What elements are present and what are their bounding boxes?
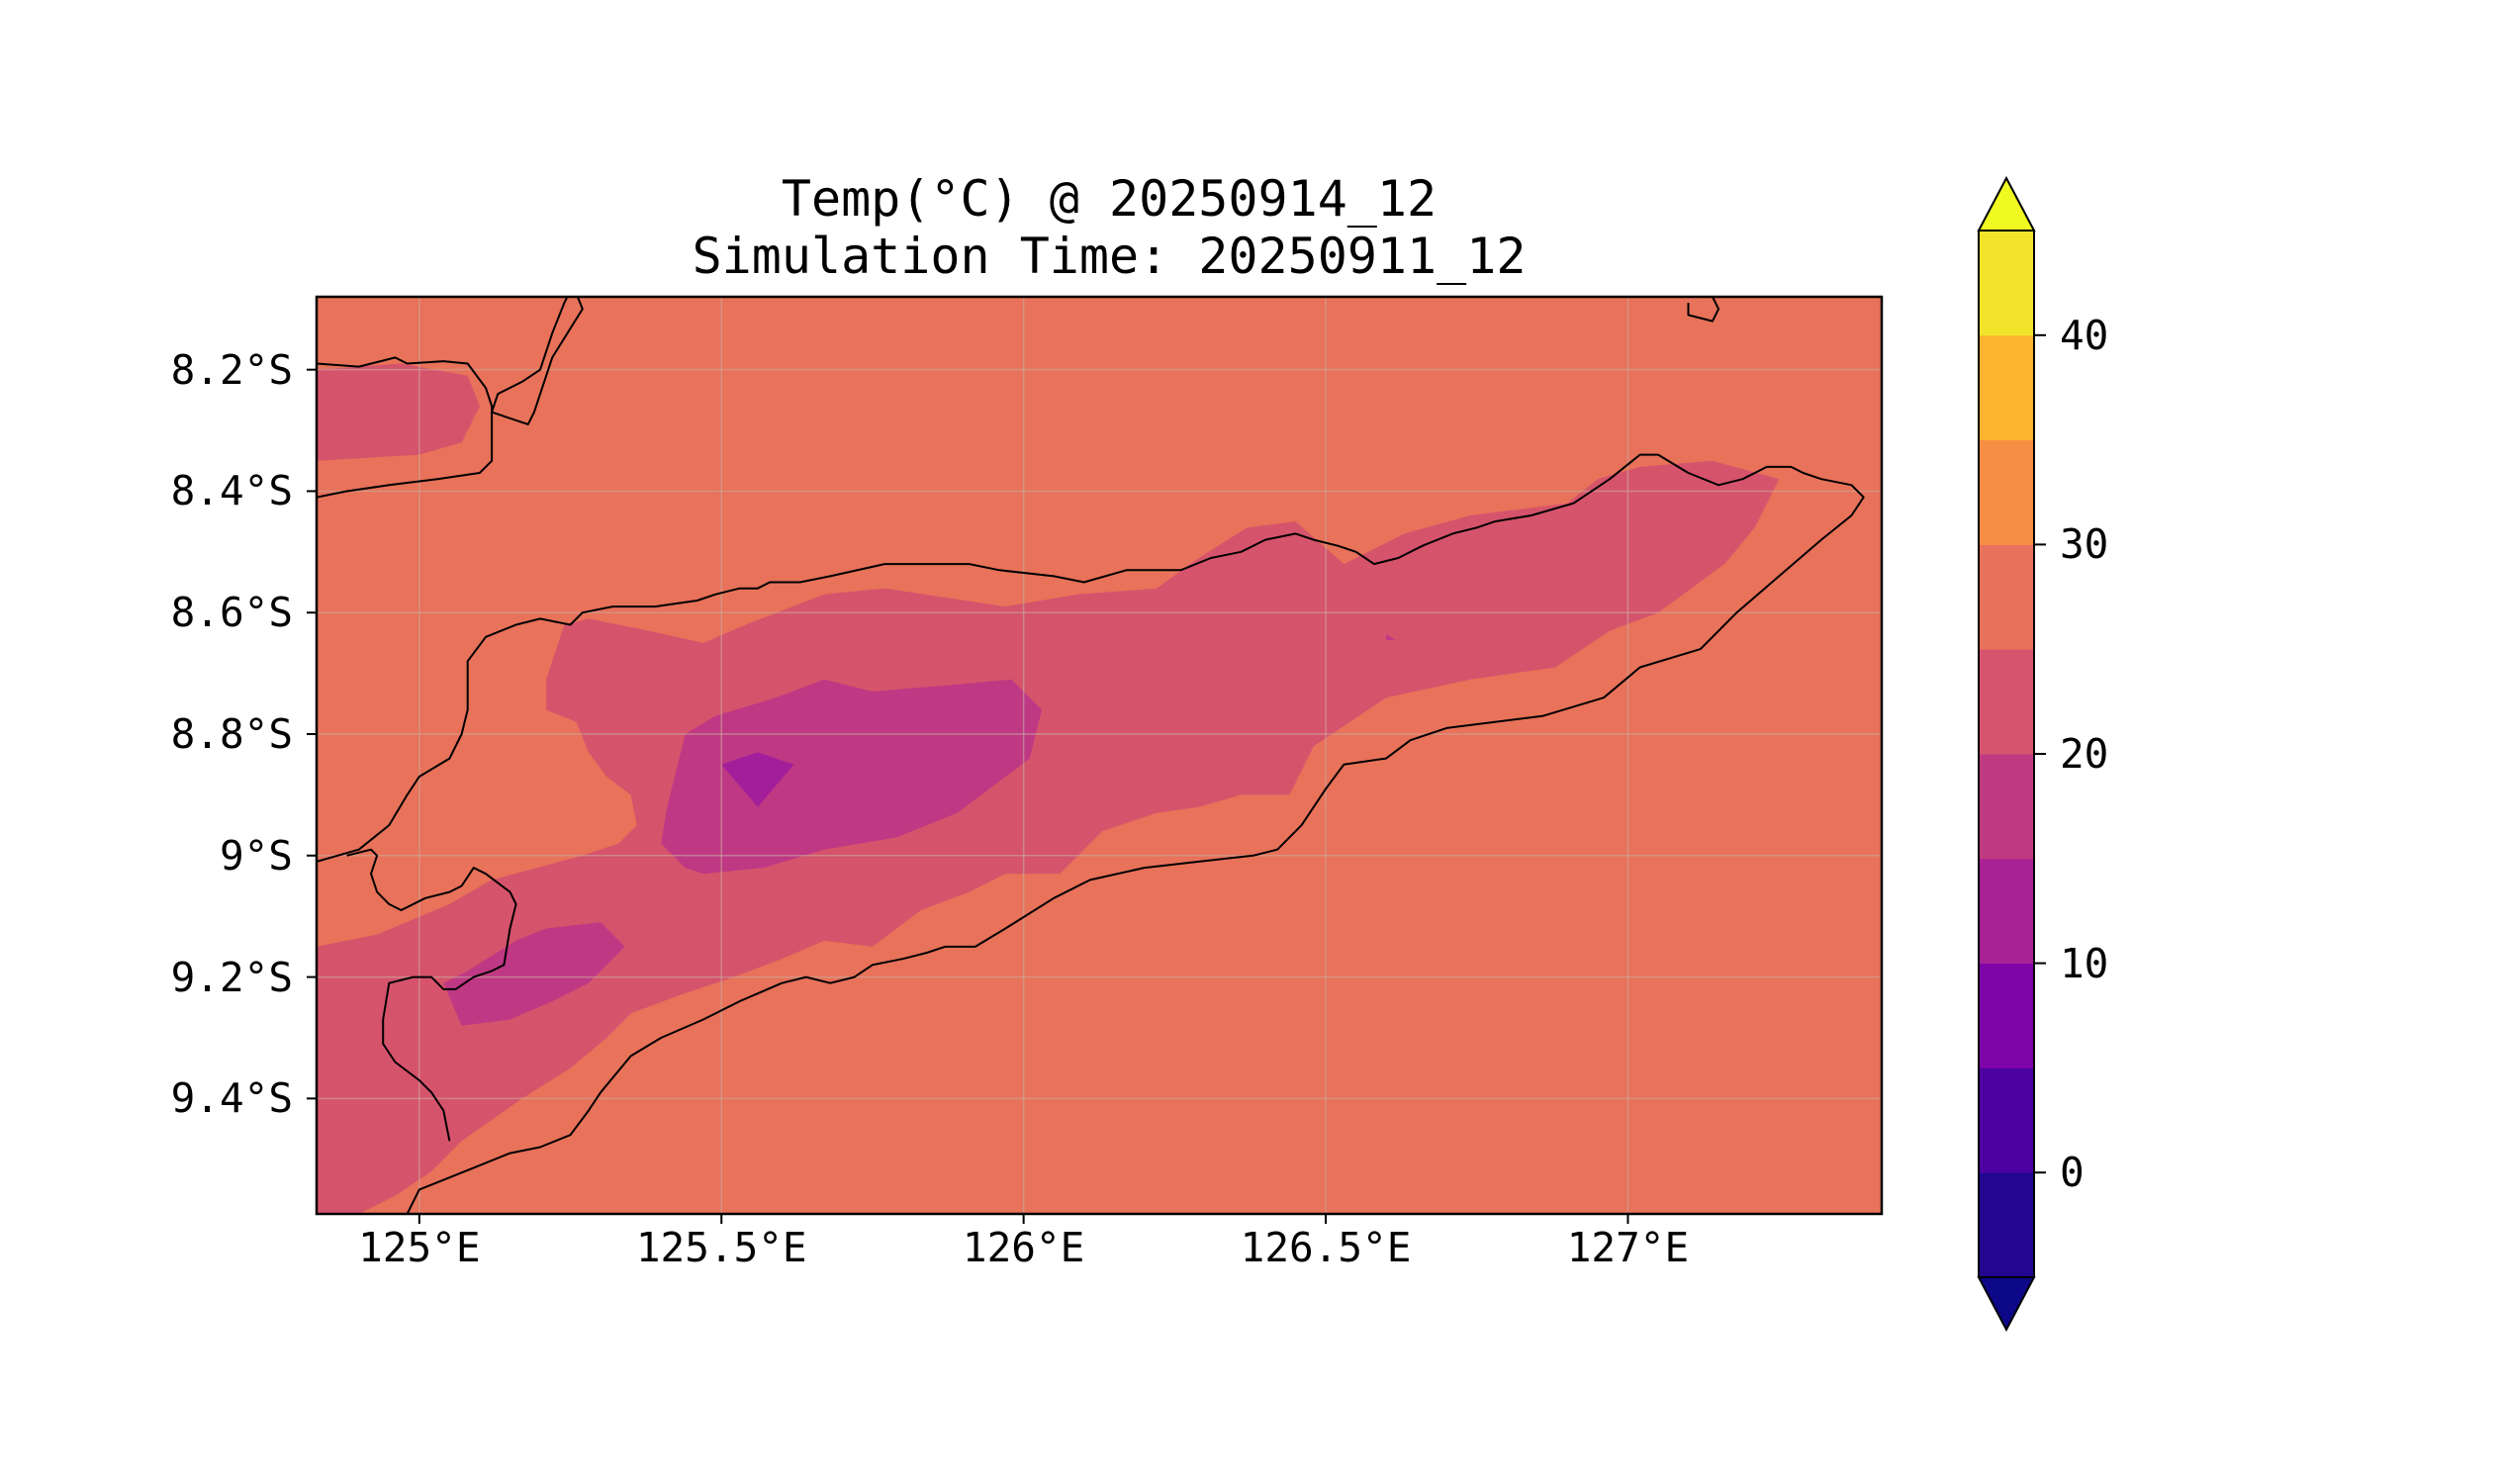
- contour-region-1: [317, 460, 1780, 1214]
- colorbar-tick-label-3: 30: [2060, 520, 2109, 569]
- colorbar-segment-1: [1979, 1067, 2034, 1173]
- y-tick-label-6: 9.4°S: [170, 1074, 293, 1123]
- x-axis-ticks: [417, 1214, 1629, 1224]
- colorbar-tick-label-2: 20: [2060, 730, 2109, 778]
- contour-region-4: [721, 752, 794, 807]
- colorbar-tick-label-4: 40: [2060, 311, 2109, 359]
- y-axis-ticks: [307, 368, 317, 1100]
- map-panel: [315, 295, 1884, 1216]
- x-tick-label-3: 126.5°E: [1240, 1224, 1412, 1271]
- colorbar-segment-8: [1979, 334, 2034, 441]
- plot-title-line2: Simulation Time: 20250911_12: [692, 228, 1527, 285]
- contour-region-3: [443, 922, 625, 1026]
- colorbar-segment-4: [1979, 754, 2034, 860]
- y-tick-label-5: 9.2°S: [170, 953, 293, 1001]
- colorbar-segment-7: [1979, 439, 2034, 545]
- temperature-contours: [317, 363, 1780, 1214]
- colorbar-extend-max: [1977, 175, 2036, 232]
- contour-region-5: [1386, 633, 1396, 640]
- colorbar-segment-5: [1979, 649, 2034, 755]
- coastline-2: [1687, 297, 1720, 323]
- y-tick-label-4: 9°S: [219, 831, 293, 880]
- colorbar: [1977, 175, 2036, 1333]
- coastline-3: [317, 453, 1865, 1214]
- contour-region-0: [317, 363, 480, 461]
- x-tick-label-4: 127°E: [1566, 1224, 1690, 1271]
- coastlines: [317, 297, 1865, 1214]
- gridlines: [317, 297, 1882, 1214]
- x-tick-label-1: 125.5°E: [635, 1224, 807, 1271]
- coastline-4: [346, 848, 517, 1142]
- y-tick-label-1: 8.4°S: [170, 467, 293, 515]
- x-tick-label-2: 126°E: [962, 1224, 1085, 1271]
- colorbar-segment-0: [1979, 1172, 2034, 1278]
- colorbar-segment-3: [1979, 858, 2034, 965]
- coastline-1: [317, 356, 494, 499]
- y-tick-label-3: 8.8°S: [170, 710, 293, 758]
- colorbar-segment-9: [1979, 231, 2034, 336]
- map-frame: [315, 295, 1884, 1216]
- colorbar-segment-2: [1979, 963, 2034, 1068]
- y-tick-label-2: 8.6°S: [170, 589, 293, 637]
- x-tick-label-0: 125°E: [358, 1224, 481, 1271]
- plot-title-line1: Temp(°C) @ 20250914_12: [781, 170, 1437, 228]
- contour-region-2: [661, 679, 1042, 875]
- coastline-0: [491, 297, 584, 425]
- y-tick-label-0: 8.2°S: [170, 345, 293, 394]
- colorbar-ticks: [2034, 333, 2046, 1174]
- colorbar-segment-6: [1979, 544, 2034, 650]
- colorbar-tick-label-1: 10: [2060, 939, 2109, 987]
- colorbar-extend-min: [1977, 1276, 2036, 1333]
- colorbar-tick-label-0: 0: [2060, 1149, 2085, 1197]
